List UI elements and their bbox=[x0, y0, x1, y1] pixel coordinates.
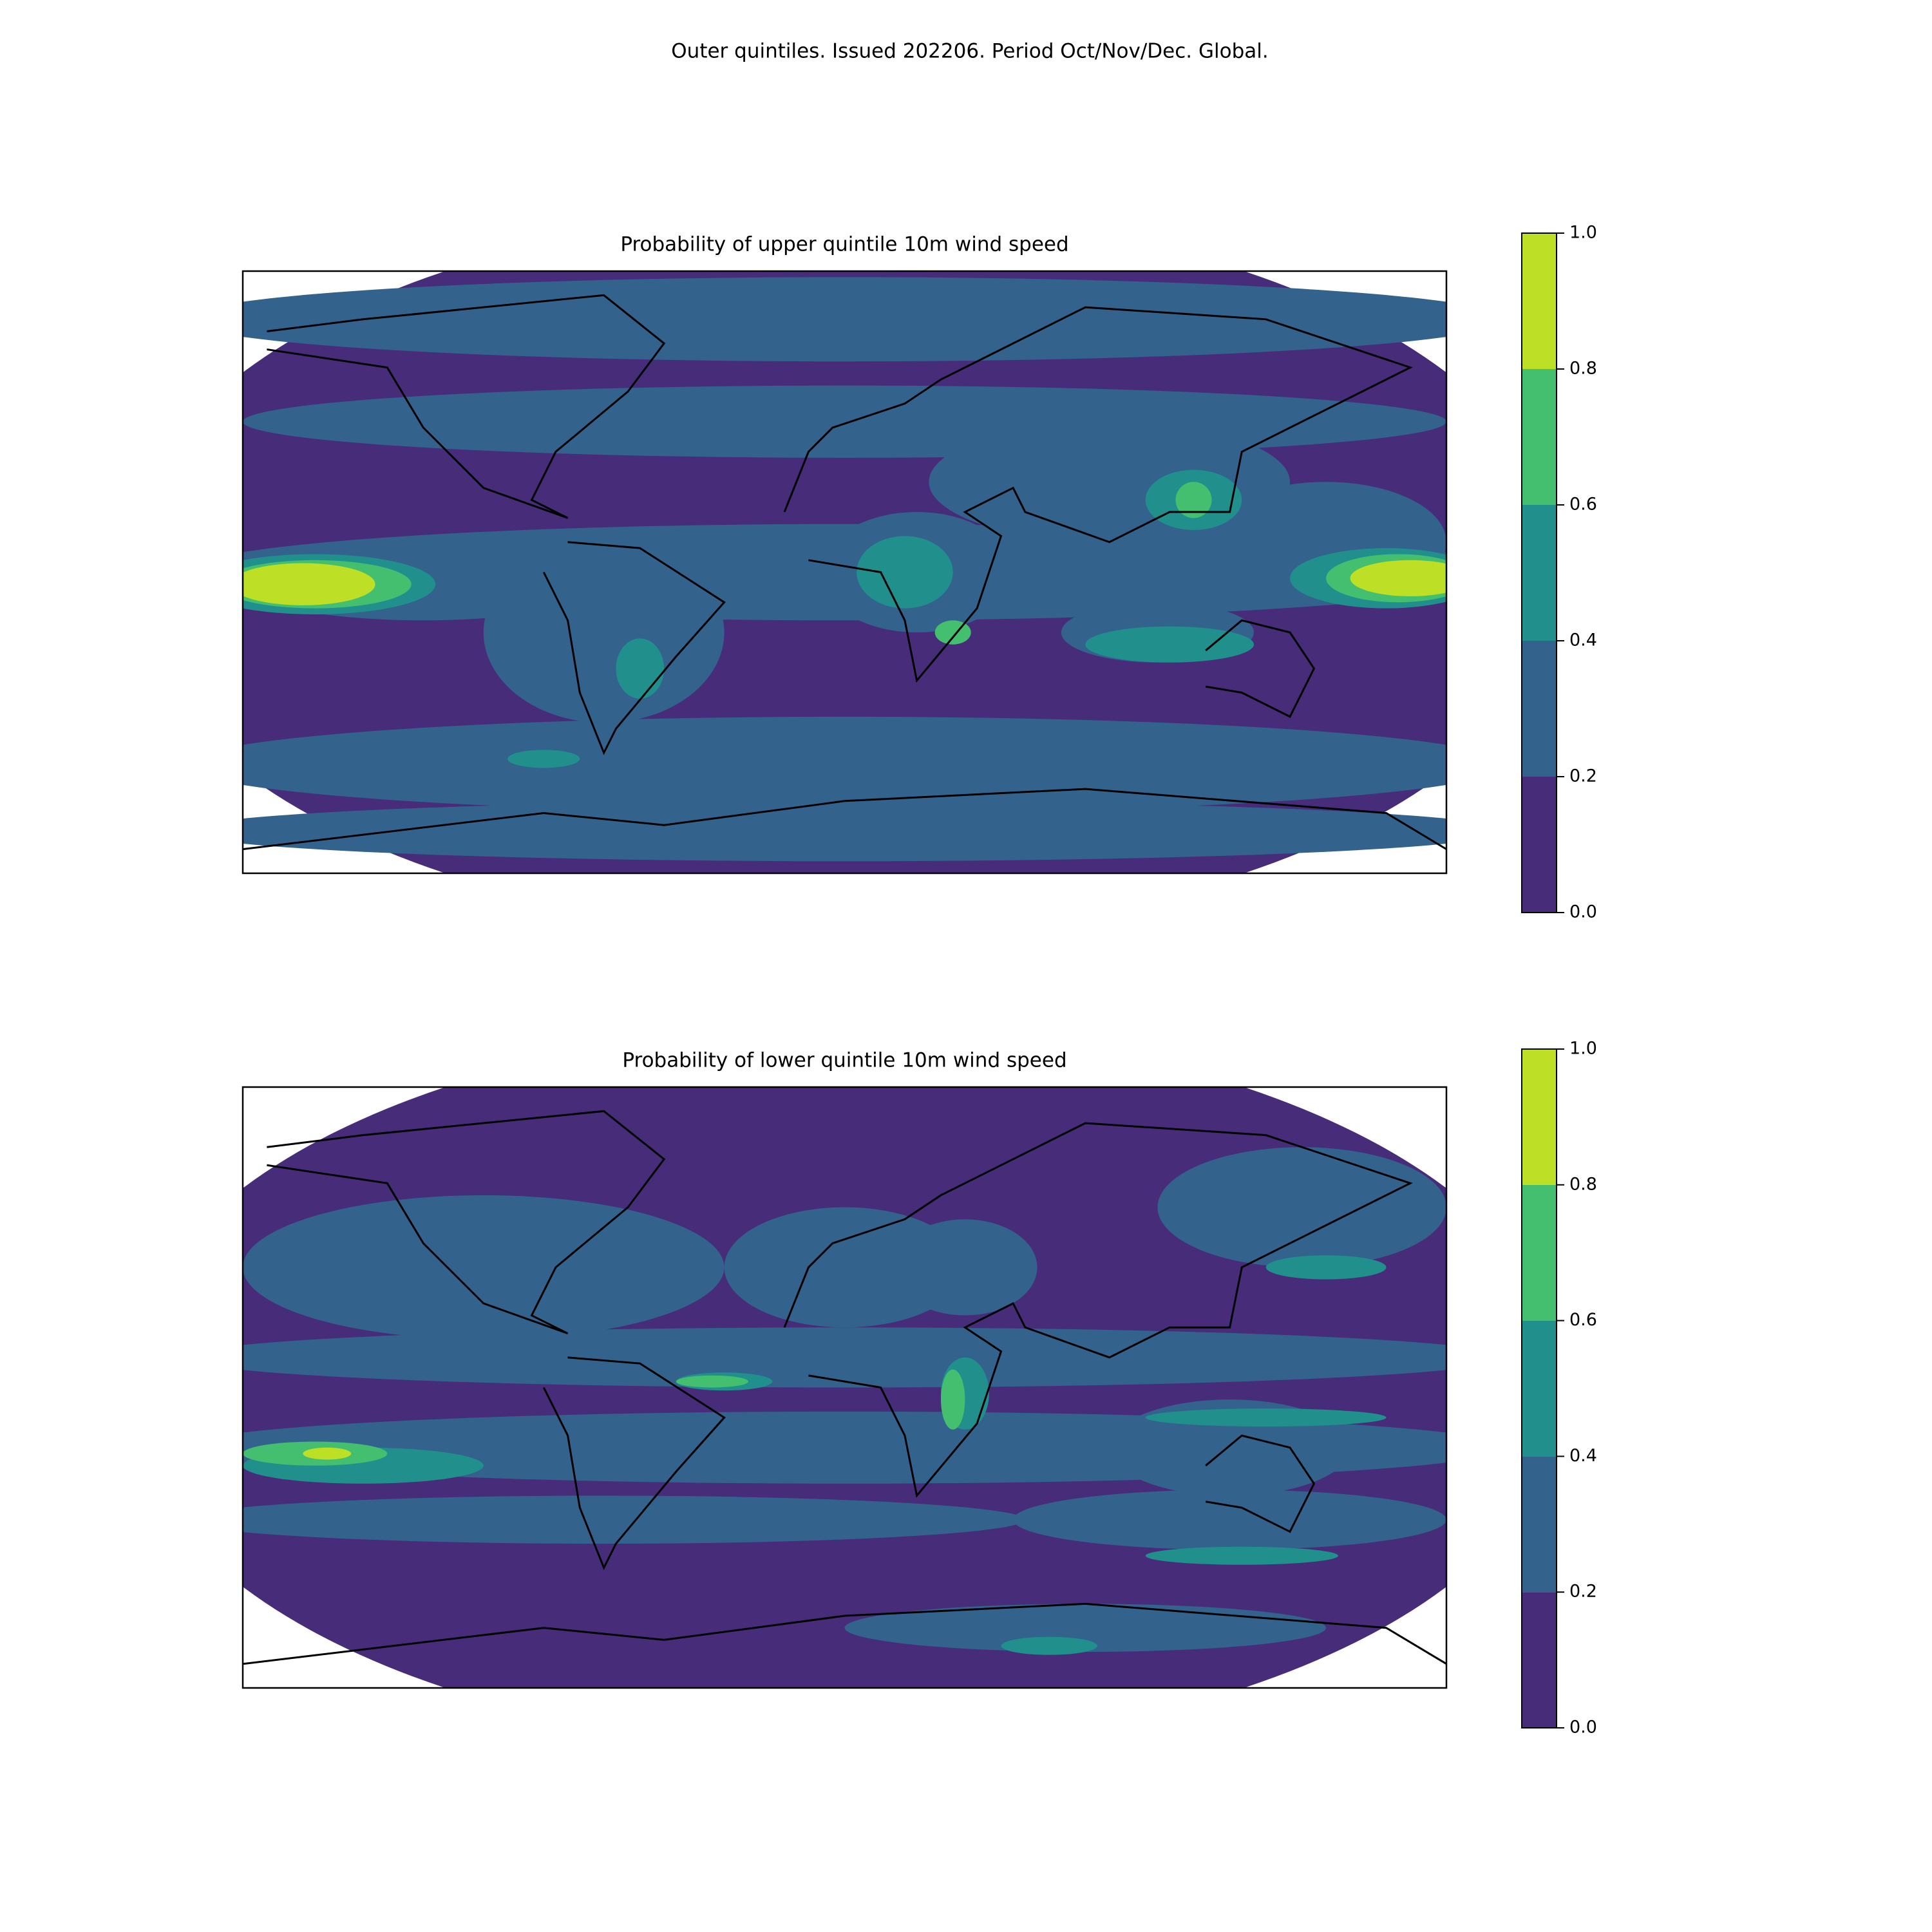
coastline bbox=[783, 306, 1413, 683]
contour-region bbox=[1265, 1255, 1387, 1280]
map bbox=[243, 1087, 1446, 1688]
contour-region bbox=[243, 716, 1446, 813]
colorbar-segment bbox=[1522, 1184, 1557, 1321]
colorbar-segment bbox=[1522, 1049, 1557, 1185]
colorbar-tick-label: 0.0 bbox=[1569, 902, 1597, 922]
colorbar-frame bbox=[1521, 232, 1557, 913]
contour-region bbox=[243, 385, 1446, 458]
contour-region bbox=[483, 542, 724, 723]
contour-region bbox=[724, 1207, 965, 1328]
map-frame bbox=[242, 270, 1448, 875]
colorbar-tick-label: 0.0 bbox=[1569, 1718, 1597, 1738]
coastline bbox=[542, 1356, 726, 1571]
contour-region bbox=[243, 277, 1446, 362]
contour-region bbox=[1013, 1490, 1446, 1550]
contour-region bbox=[857, 536, 953, 609]
colorbar-tick-label: 0.4 bbox=[1569, 630, 1597, 650]
contour-region bbox=[893, 1219, 1037, 1316]
contour-region bbox=[1157, 1147, 1446, 1267]
colorbar-tick-label: 0.6 bbox=[1569, 1310, 1597, 1330]
colorbar-segment bbox=[1522, 777, 1557, 913]
map-frame bbox=[242, 1086, 1448, 1689]
colorbar-tick-label: 1.0 bbox=[1569, 223, 1597, 243]
colorbar-tick-label: 1.0 bbox=[1569, 1039, 1597, 1059]
coastline bbox=[267, 1110, 666, 1334]
contour-region bbox=[1350, 560, 1446, 596]
contour-region bbox=[243, 1495, 1025, 1544]
contour-region bbox=[243, 1195, 724, 1340]
colorbar-tick-label: 0.8 bbox=[1569, 359, 1597, 379]
colorbar-segment bbox=[1522, 369, 1557, 505]
coastline bbox=[267, 294, 666, 519]
colorbar-frame bbox=[1521, 1048, 1557, 1728]
coastline bbox=[542, 541, 726, 755]
figure-title: Outer quintiles. Issued 202206. Period O… bbox=[671, 40, 1268, 63]
contour-region bbox=[1085, 626, 1254, 663]
coastline bbox=[783, 1122, 1413, 1498]
colorbar-segment bbox=[1522, 233, 1557, 369]
coastline bbox=[243, 788, 1446, 851]
colorbar-segment bbox=[1522, 1320, 1557, 1457]
contour-region bbox=[243, 563, 375, 605]
contour-region bbox=[616, 638, 665, 699]
colorbar-segment bbox=[1522, 1456, 1557, 1593]
colorbar-tick-label: 0.2 bbox=[1569, 1582, 1597, 1602]
contour-region bbox=[303, 1447, 352, 1460]
contour-region bbox=[676, 1375, 748, 1388]
panel-title: Probability of upper quintile 10m wind s… bbox=[620, 233, 1068, 256]
contour-region bbox=[1145, 1546, 1338, 1565]
panel-title: Probability of lower quintile 10m wind s… bbox=[622, 1049, 1066, 1072]
colorbar-segment bbox=[1522, 641, 1557, 777]
contour-region bbox=[1145, 1408, 1387, 1427]
contour-region bbox=[934, 620, 971, 645]
colorbar-tick-label: 0.2 bbox=[1569, 766, 1597, 786]
contour-region bbox=[1175, 482, 1212, 518]
coastline bbox=[243, 1602, 1446, 1665]
colorbar-tick-label: 0.8 bbox=[1569, 1174, 1597, 1194]
contour-region bbox=[1001, 1636, 1097, 1655]
colorbar-tick-label: 0.6 bbox=[1569, 495, 1597, 515]
coastline bbox=[1205, 1434, 1316, 1533]
map bbox=[243, 271, 1446, 873]
contour-region bbox=[243, 800, 1446, 862]
contour-region bbox=[243, 1327, 1446, 1388]
colorbar-segment bbox=[1522, 505, 1557, 641]
colorbar-segment bbox=[1522, 1592, 1557, 1728]
contour-region bbox=[941, 1369, 965, 1430]
contour-region bbox=[844, 1604, 1327, 1653]
contour-region bbox=[507, 750, 580, 768]
coastline bbox=[1205, 619, 1316, 718]
colorbar-tick-label: 0.4 bbox=[1569, 1446, 1597, 1466]
